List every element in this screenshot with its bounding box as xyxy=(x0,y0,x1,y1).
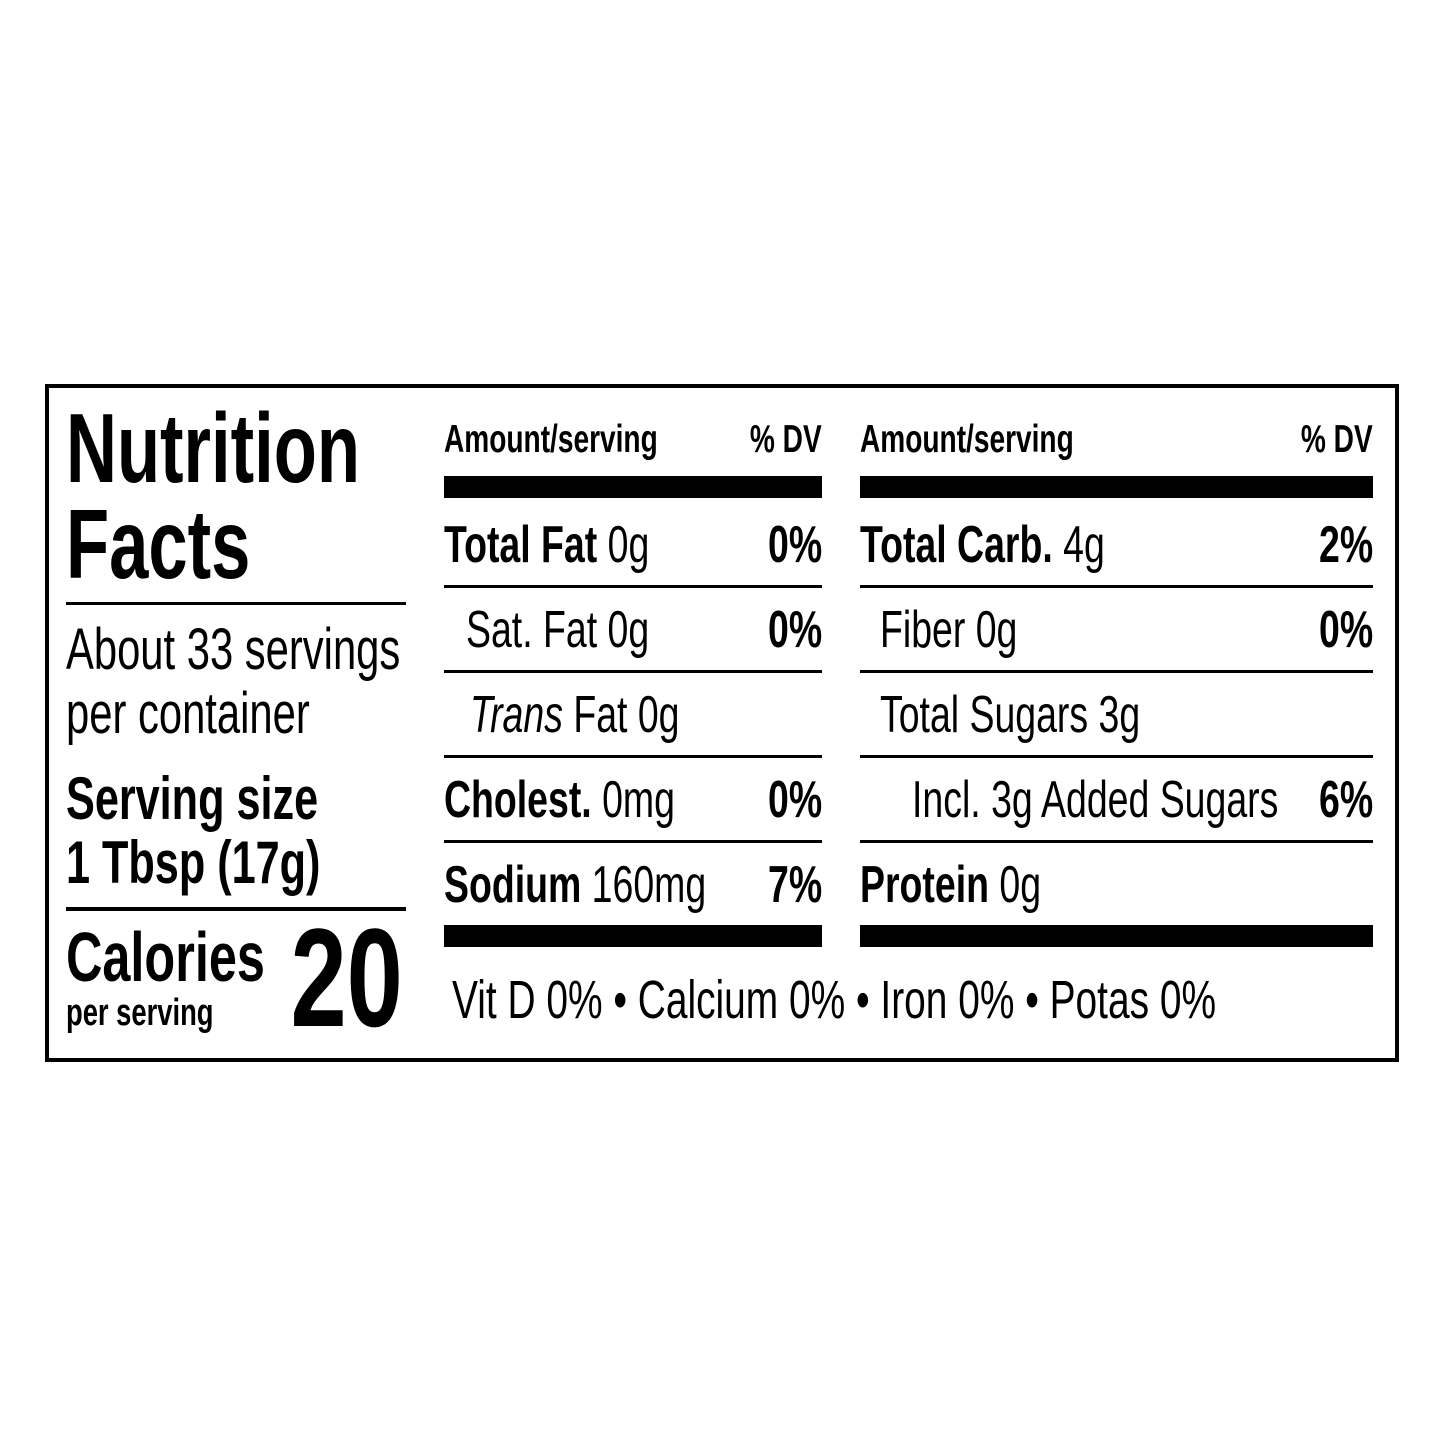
nutrient-label: Total Sugars 3g xyxy=(880,685,1241,745)
divider xyxy=(444,585,822,588)
divider xyxy=(860,670,1373,673)
nutrient-dv: 0% xyxy=(767,601,822,659)
header-amount: Amount/serving xyxy=(444,418,658,461)
nutrient-dv: 7% xyxy=(767,856,822,914)
nutrient-amount: 160mg xyxy=(581,856,707,914)
nutrient-row: Sat. Fat 0g 0% xyxy=(444,600,822,660)
header-amount: Amount/serving xyxy=(860,418,1074,461)
nutrient-amount: Fat 0g xyxy=(562,686,680,744)
nutrient-dv: 6% xyxy=(1318,771,1373,829)
nutrient-row: Sodium 160mg 7% xyxy=(444,855,822,915)
nutrient-label: Total Carb. 4g xyxy=(860,515,1200,575)
nutrient-label: Fiber 0g xyxy=(880,600,1071,660)
servings-per-container-line2: per container xyxy=(66,681,310,746)
divider xyxy=(66,602,406,605)
nutrient-dv: 0% xyxy=(767,771,822,829)
nutrient-dv: 2% xyxy=(1318,516,1373,574)
divider xyxy=(444,670,822,673)
servings-per-container: About 33 servings xyxy=(66,617,401,682)
header-dv: % DV xyxy=(750,418,822,461)
calories-label: Calories xyxy=(66,918,265,996)
nutrient-row: Cholest. 0mg 0% xyxy=(444,770,822,830)
thick-bar xyxy=(444,476,822,498)
nutrient-amount: 0g xyxy=(597,601,650,659)
nutrient-amount: 0g xyxy=(965,601,1018,659)
divider xyxy=(860,840,1373,843)
nutrient-name: Sat. Fat xyxy=(466,601,598,659)
divider xyxy=(444,755,822,758)
nutrient-amount: 4g xyxy=(1052,516,1105,574)
nutrient-label: Trans Fat 0g xyxy=(470,685,761,745)
nutrient-name: Protein xyxy=(860,856,989,914)
nutrient-name: Cholest. xyxy=(444,771,592,829)
nutrient-label: Incl. 3g Added Sugars xyxy=(912,770,1421,830)
nutrient-row: Fiber 0g 0% xyxy=(860,600,1373,660)
nutrient-amount: 0g xyxy=(597,516,650,574)
nutrient-name: Trans xyxy=(470,686,563,744)
nutrient-row: Total Sugars 3g xyxy=(860,685,1373,745)
nutrient-label: Sodium 160mg xyxy=(444,855,808,915)
divider xyxy=(66,907,406,911)
nutrient-amount: 0mg xyxy=(591,771,675,829)
nutrient-label: Protein 0g xyxy=(860,855,1111,915)
nutrient-name: Total Fat xyxy=(444,516,598,574)
nutrient-amount: 3g xyxy=(1088,686,1141,744)
nutrient-dv: 0% xyxy=(767,516,822,574)
header-dv: % DV xyxy=(1301,418,1373,461)
thick-bar xyxy=(860,925,1373,947)
divider xyxy=(860,585,1373,588)
divider xyxy=(444,840,822,843)
nutrition-facts-panel xyxy=(45,384,1399,1062)
nutrient-name: Fiber xyxy=(880,601,966,659)
thick-bar xyxy=(444,925,822,947)
serving-size-label: Serving size xyxy=(66,765,319,832)
nutrient-row: Incl. 3g Added Sugars 6% xyxy=(860,770,1373,830)
nutrient-name: Incl. 3g Added Sugars xyxy=(912,771,1279,829)
nutrient-label: Cholest. 0mg xyxy=(444,770,765,830)
nutrient-amount: 0g xyxy=(988,856,1042,914)
nutrient-name: Total Carb. xyxy=(860,516,1053,574)
nutrient-row: Protein 0g xyxy=(860,855,1373,915)
nutrient-label: Sat. Fat 0g xyxy=(466,600,720,660)
nutrient-row: Total Carb. 4g 2% xyxy=(860,515,1373,575)
divider xyxy=(860,755,1373,758)
nutrient-label: Total Fat 0g xyxy=(444,515,729,575)
nutrient-dv: 0% xyxy=(1318,601,1373,659)
title-facts: Facts xyxy=(66,489,251,599)
thick-bar xyxy=(860,476,1373,498)
serving-size-value: 1 Tbsp (17g) xyxy=(66,829,321,896)
nutrient-row: Total Fat 0g 0% xyxy=(444,515,822,575)
title-nutrition: Nutrition xyxy=(66,393,360,503)
nutrient-row: Trans Fat 0g xyxy=(444,685,822,745)
nutrient-name: Sodium xyxy=(444,856,582,914)
calories-value: 20 xyxy=(290,899,403,1056)
calories-per-serving: per serving xyxy=(66,992,214,1034)
nutrient-name: Total Sugars xyxy=(880,686,1089,744)
vitamins-minerals: Vit D 0% • Calcium 0% • Iron 0% • Potas … xyxy=(452,970,1217,1030)
